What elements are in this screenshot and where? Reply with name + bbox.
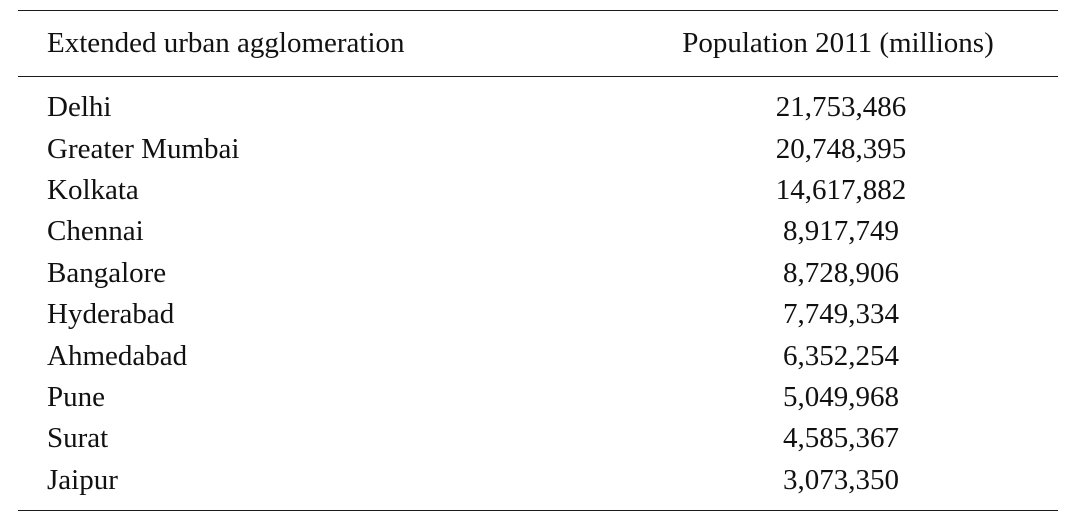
table-row: Greater Mumbai 20,748,395 <box>18 128 1058 169</box>
header-rule <box>18 76 1058 77</box>
agglomeration-name: Pune <box>47 380 105 413</box>
column-header-population: Population 2011 (millions) <box>682 27 994 59</box>
agglomeration-name: Delhi <box>47 91 112 124</box>
population-value: 5,049,968 <box>783 380 899 413</box>
agglomeration-name: Surat <box>47 422 109 455</box>
table-body: Delhi 21,753,486 Greater Mumbai 20,748,3… <box>18 77 1058 510</box>
table-row: Bangalore 8,728,906 <box>18 253 1058 294</box>
agglomeration-name: Kolkata <box>47 173 139 206</box>
population-value: 7,749,334 <box>783 298 899 331</box>
agglomeration-name: Jaipur <box>47 463 118 496</box>
agglomeration-name: Greater Mumbai <box>47 132 240 165</box>
agglomeration-name: Chennai <box>47 215 144 248</box>
column-header-agglomeration: Extended urban agglomeration <box>47 27 405 59</box>
table-row: Jaipur 3,073,350 <box>18 460 1058 501</box>
population-value: 14,617,882 <box>775 173 907 206</box>
agglomeration-name: Ahmedabad <box>47 339 188 372</box>
table-row: Chennai 8,917,749 <box>18 211 1058 252</box>
population-value: 8,917,749 <box>783 215 899 248</box>
table-row: Surat 4,585,367 <box>18 418 1058 459</box>
table-header: Extended urban agglomeration Population … <box>18 11 1058 76</box>
top-rule <box>18 10 1058 11</box>
population-value: 3,073,350 <box>783 463 899 496</box>
population-value: 20,748,395 <box>775 132 907 165</box>
agglomeration-name: Bangalore <box>47 256 167 289</box>
table-row: Hyderabad 7,749,334 <box>18 294 1058 335</box>
bottom-rule <box>18 509 1058 511</box>
agglomeration-name: Hyderabad <box>47 298 175 331</box>
population-table: Extended urban agglomeration Population … <box>18 10 1058 511</box>
table-row: Delhi 21,753,486 <box>18 87 1058 128</box>
population-value: 4,585,367 <box>783 422 899 455</box>
population-value: 21,753,486 <box>775 91 907 124</box>
table-row: Ahmedabad 6,352,254 <box>18 335 1058 376</box>
table-row: Kolkata 14,617,882 <box>18 170 1058 211</box>
population-value: 6,352,254 <box>783 339 899 372</box>
table-row: Pune 5,049,968 <box>18 377 1058 418</box>
population-value: 8,728,906 <box>783 256 899 289</box>
